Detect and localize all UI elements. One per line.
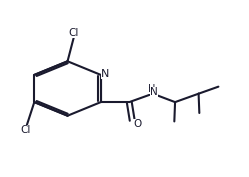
- Text: H: H: [148, 84, 155, 94]
- Text: Cl: Cl: [68, 28, 79, 38]
- Text: N: N: [150, 87, 157, 97]
- Text: N: N: [101, 69, 109, 79]
- Text: O: O: [133, 119, 142, 129]
- Text: Cl: Cl: [20, 125, 31, 135]
